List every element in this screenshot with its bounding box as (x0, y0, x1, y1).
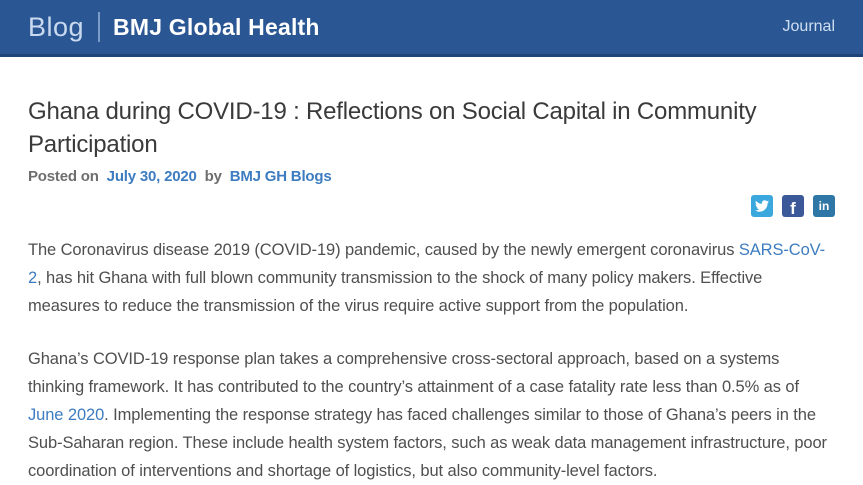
sars-cov-2-link[interactable]: SARS-CoV-2 (28, 241, 826, 287)
by-label: by (204, 168, 222, 185)
article-page: Ghana during COVID-19 : Reflections on S… (0, 95, 863, 485)
brand-title-link[interactable]: BMJ Global Health (113, 13, 320, 40)
paragraph-2-text: Ghana’s COVID-19 response plan takes a c… (28, 350, 799, 396)
linkedin-share-button[interactable]: in (813, 195, 835, 217)
share-buttons: f in (28, 195, 835, 217)
paragraph-1: The Coronavirus disease 2019 (COVID-19) … (28, 236, 835, 320)
post-meta: Posted on July 30, 2020 by BMJ GH Blogs (28, 168, 835, 185)
twitter-bird-icon (755, 199, 769, 213)
journal-link[interactable]: Journal (782, 18, 835, 35)
posted-on-label: Posted on (28, 168, 99, 185)
page-title: Ghana during COVID-19 : Reflections on S… (28, 98, 757, 158)
post-body: The Coronavirus disease 2019 (COVID-19) … (28, 236, 835, 485)
facebook-share-button[interactable]: f (782, 195, 804, 217)
brand-divider (98, 12, 101, 42)
june-2020-link[interactable]: June 2020 (28, 406, 105, 424)
facebook-f-icon: f (790, 198, 796, 218)
paragraph-2: Ghana’s COVID-19 response plan takes a c… (28, 345, 835, 485)
post-date-link[interactable]: July 30, 2020 (106, 168, 197, 185)
twitter-share-button[interactable] (751, 195, 773, 217)
paragraph-2-text-after: . Implementing the response strategy has… (28, 406, 827, 480)
site-header: Blog BMJ Global Health Journal (0, 0, 863, 57)
paragraph-1-text: The Coronavirus disease 2019 (COVID-19) … (28, 241, 739, 259)
blog-home-link[interactable]: Blog (28, 11, 85, 42)
author-link[interactable]: BMJ GH Blogs (229, 168, 332, 185)
paragraph-1-text-after: , has hit Ghana with full blown communit… (28, 269, 763, 315)
linkedin-in-icon: in (818, 199, 830, 213)
